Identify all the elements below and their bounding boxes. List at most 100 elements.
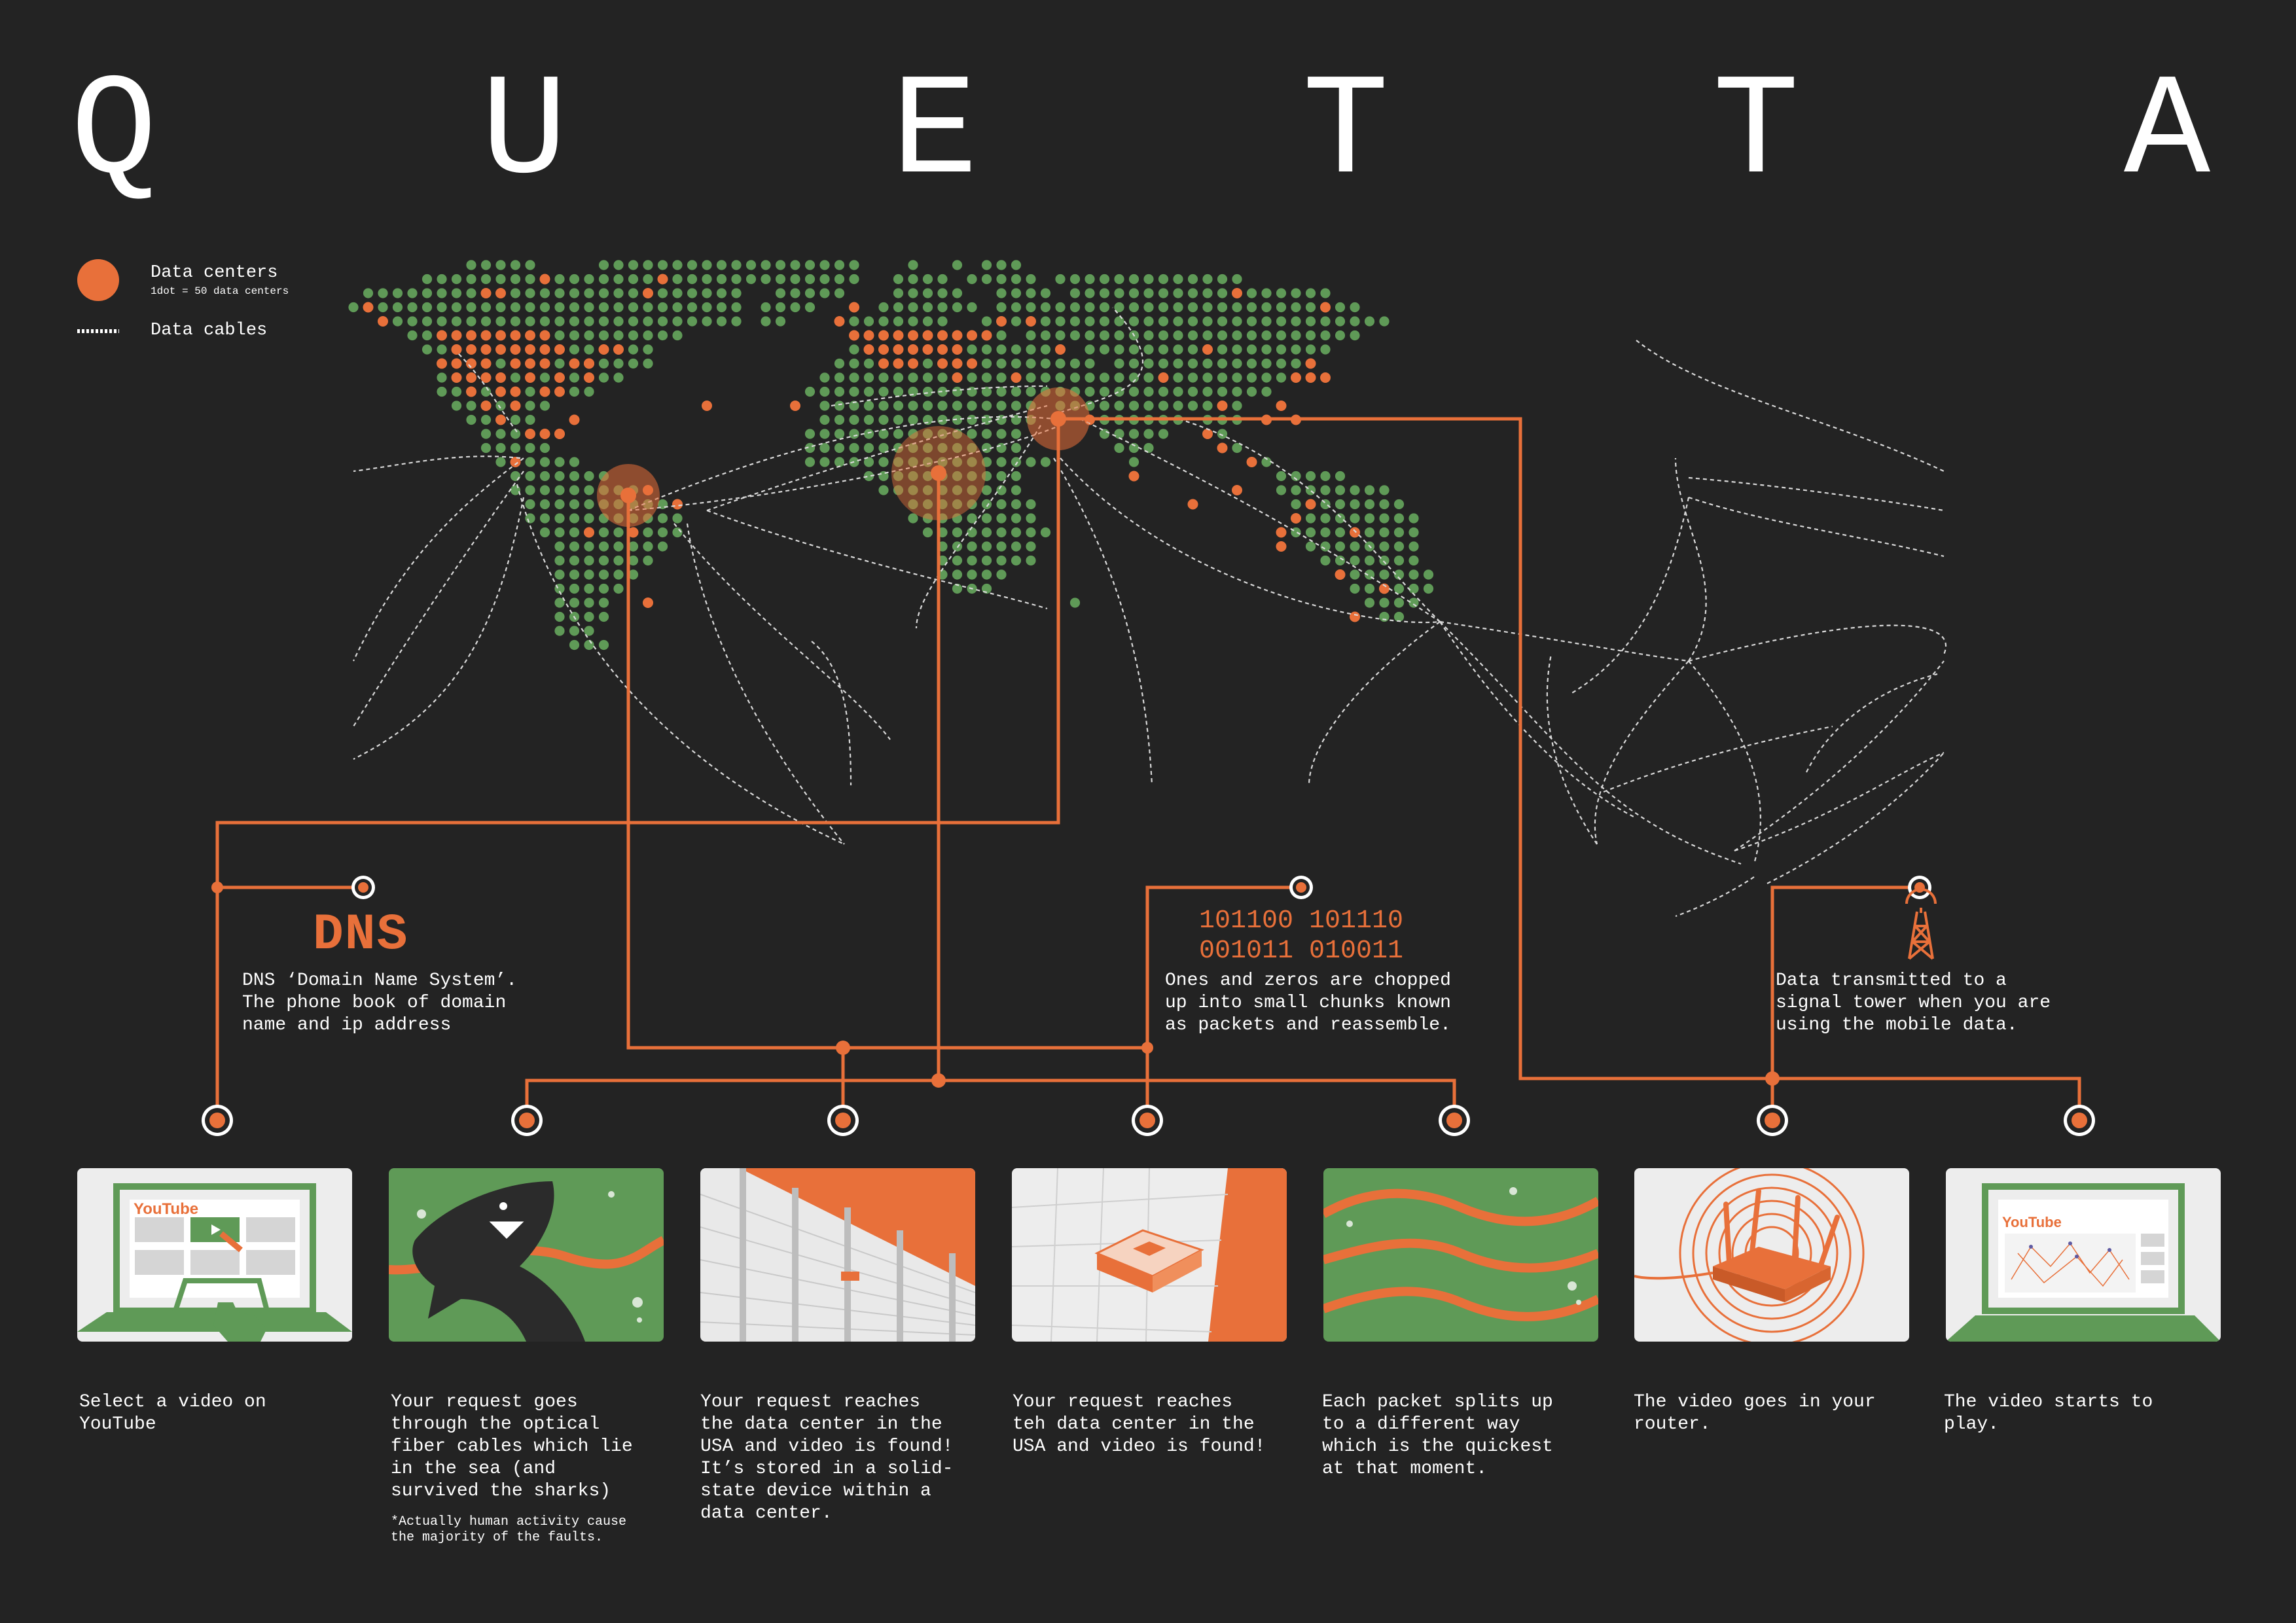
land-dot [1114,316,1124,327]
land-dot [1335,513,1346,524]
land-dot [1173,344,1183,355]
land-dot [1026,372,1036,383]
land-dot [1143,386,1154,397]
land-dot [510,288,521,298]
land-dot [804,288,816,298]
land-dot [878,485,889,495]
land-dot [908,302,918,313]
data-center-dot [1320,302,1331,313]
land-dot [863,414,874,425]
data-center-dot [893,344,904,355]
land-dot [893,316,904,327]
land-dot [731,274,742,285]
land-dot [819,457,830,467]
land-dot [849,344,859,355]
land-dot [849,442,859,454]
land-dot [1202,330,1213,341]
land-dot [702,274,712,285]
land-dot [1350,541,1360,552]
land-dot [967,414,977,425]
land-dot [981,274,992,285]
land-dot [1276,485,1287,495]
land-dot [628,358,639,369]
land-dot [1011,429,1022,439]
land-dot [1232,401,1242,411]
land-dot [437,372,447,383]
land-dot [613,541,624,552]
land-dot [1350,569,1360,580]
land-dot [908,471,918,482]
data-center-dot [495,414,506,425]
land-dot [569,274,580,285]
land-dot [672,330,683,341]
land-dot [613,372,624,383]
land-dot [967,302,977,313]
data-center-dot [937,358,948,369]
land-dot [908,372,918,383]
shark-footnote: *Actually human activity cause the major… [391,1514,627,1545]
land-dot [525,274,535,285]
land-dot [1232,316,1242,327]
land-dot [466,414,476,425]
land-dot [1305,527,1316,538]
land-dot [863,471,874,482]
land-dot [687,274,698,285]
land-dot [731,302,742,313]
land-dot [1408,583,1419,594]
land-dot [539,457,550,467]
data-center-dot [525,344,535,355]
data-center-dot [849,330,859,341]
land-dot [598,611,609,622]
land-dot [495,260,506,270]
land-dot [613,555,624,566]
data-center-dot [878,330,889,341]
land-dot [1187,401,1198,411]
land-dot [437,288,447,298]
land-dot [1026,330,1036,341]
land-dot [1276,344,1287,355]
land-dot [569,499,580,510]
data-center-dot [451,372,462,383]
land-dot [908,260,918,270]
step-2-caption: Your request goes through the optical fi… [391,1392,633,1501]
land-dot [672,288,683,298]
data-center-dot [451,330,462,341]
step-3-illustration [700,1168,975,1342]
land-dot [1173,401,1183,411]
data-center-dot [952,344,963,355]
land-dot [525,471,535,482]
land-dot [466,274,476,285]
land-dot [1011,485,1022,495]
land-dot [908,499,918,510]
land-dot [981,569,992,580]
land-dot [952,386,963,397]
data-center-dot [1011,372,1022,383]
land-dot [1320,541,1331,552]
land-dot [1305,302,1316,313]
land-dot [584,555,594,566]
packets-description: Ones and zeros are chopped up into small… [1165,971,1451,1035]
land-dot [967,372,977,383]
land-dot [804,302,816,313]
land-dot [613,527,624,538]
land-dot [613,358,624,369]
land-dot [1246,386,1257,397]
data-center-dot [937,344,948,355]
step-3-caption: Your request reaches the data center in … [700,1392,954,1524]
land-dot [510,372,521,383]
land-dot [1276,471,1287,482]
land-dot [1158,401,1169,411]
data-center-dot [363,302,374,313]
data-center-dot [510,386,521,397]
data-center-dot [510,457,521,467]
land-dot [539,302,550,313]
land-dot [834,442,845,454]
data-center-dot [1158,372,1169,383]
land-dot [937,442,948,454]
land-dot [1055,274,1066,285]
land-dot [804,274,816,285]
step-4-caption: Your request reaches teh data center in … [1013,1392,1266,1457]
target-marker [1289,876,1313,899]
land-dot [761,302,771,313]
land-dot [1335,316,1346,327]
